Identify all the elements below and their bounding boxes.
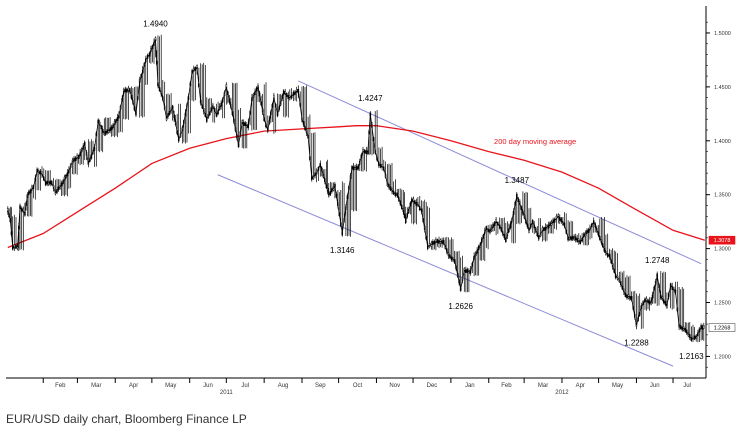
price-candle <box>648 300 651 305</box>
moving-average-line <box>7 125 705 249</box>
price-level-label: 1.2626 <box>448 302 473 311</box>
channel-upper-line <box>298 80 702 265</box>
x-tick-label: Feb <box>55 383 66 389</box>
channel-lower-line <box>217 174 674 367</box>
price-candle <box>355 166 358 171</box>
ma-series-label: 200 day moving average <box>494 137 576 146</box>
last-ma-badge <box>708 235 736 245</box>
price-candle <box>645 298 648 303</box>
price-candle <box>438 240 440 244</box>
x-year-label: 2012 <box>555 390 569 396</box>
last-price-badge <box>708 323 736 332</box>
x-tick-label: Aug <box>278 383 289 389</box>
x-tick-label: Apr <box>129 383 138 389</box>
price-candle <box>701 325 704 330</box>
price-candle <box>352 166 355 171</box>
price-candle <box>127 87 130 92</box>
chart-caption: EUR/USD daily chart, Bloomberg Finance L… <box>6 412 247 426</box>
price-level-label: 1.2288 <box>624 338 649 347</box>
price-candle <box>124 88 127 93</box>
x-tick-label: Mar <box>91 383 101 389</box>
y-tick-label: 1.2500 <box>714 301 731 307</box>
price-candle <box>702 325 705 329</box>
price-candle <box>441 240 443 245</box>
y-tick-label: 1.4000 <box>714 139 731 145</box>
price-candle <box>13 244 16 249</box>
price-candle <box>47 181 50 186</box>
x-year-label: 2011 <box>220 390 234 396</box>
eurusd-chart: Feb Mar Apr May Jun Jul Aug Sep Oct Nov Dec Jan Feb M… <box>6 6 736 396</box>
y-tick-label: 1.2000 <box>714 354 731 360</box>
y-tick-label: 1.5000 <box>714 31 731 37</box>
y-tick-label: 1.3500 <box>714 193 731 199</box>
price-candle <box>365 150 368 155</box>
price-level-label: 1.4940 <box>143 19 168 28</box>
x-tick-label: Feb <box>501 383 512 389</box>
chart-svg: Feb Mar Apr May Jun Jul Aug Sep Oct Nov Dec Jan Feb M… <box>6 6 736 396</box>
x-tick-label: Jun <box>203 383 213 389</box>
x-tick-label: Jul <box>683 383 691 389</box>
price-level-label: 1.4247 <box>358 94 383 103</box>
x-tick-label: Oct <box>353 383 363 389</box>
price-series <box>7 34 705 343</box>
price-level-label: 1.3487 <box>505 176 530 185</box>
x-tick-label: Nov <box>389 383 400 389</box>
price-candle <box>49 180 52 185</box>
y-tick-label: 1.4500 <box>714 85 731 91</box>
price-candle <box>692 335 694 340</box>
last-ma-value: 1.3078 <box>714 238 731 244</box>
x-tick-label: Apr <box>576 383 585 389</box>
price-candle <box>495 219 497 223</box>
x-tick-label: May <box>612 383 623 389</box>
x-tick-label: Jan <box>465 383 475 389</box>
price-candle <box>570 236 572 241</box>
y-tick-label: 1.3000 <box>714 247 731 253</box>
x-tick-label: Sep <box>315 383 326 389</box>
price-level-label: 1.2748 <box>645 256 670 265</box>
price-level-label: 1.3146 <box>330 246 355 255</box>
x-tick-label: Dec <box>427 383 438 389</box>
x-tick-label: Mar <box>538 383 548 389</box>
x-tick-label: Jul <box>241 383 249 389</box>
x-tick-label: May <box>165 383 176 389</box>
last-price-value: 1.2268 <box>714 326 731 332</box>
x-tick-label: Jun <box>650 383 660 389</box>
price-line <box>7 39 702 340</box>
price-level-label: 1.2163 <box>679 352 704 361</box>
